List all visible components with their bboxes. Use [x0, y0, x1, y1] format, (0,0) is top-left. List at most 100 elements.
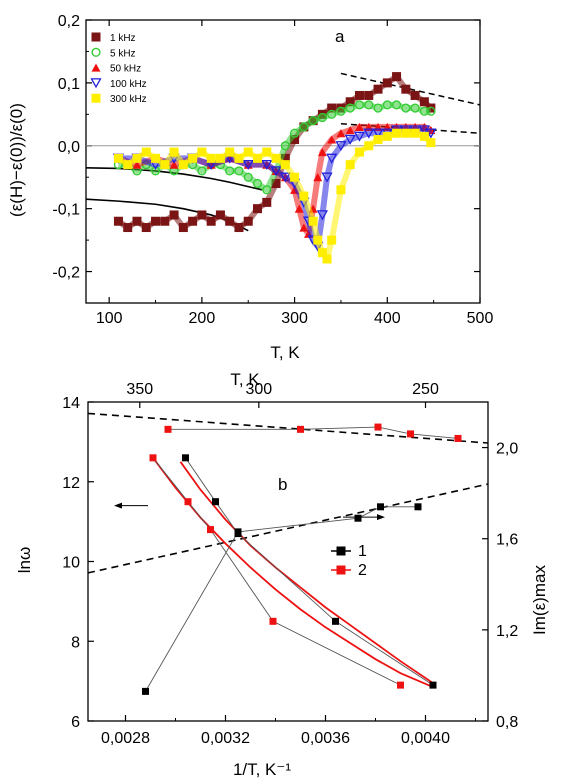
panel-a-data-point	[354, 100, 365, 110]
panel-a-data-point	[289, 128, 300, 138]
panel-a-plot-frame	[85, 19, 481, 304]
panel-a-data-point	[243, 147, 253, 157]
panel-a-legend-marker	[91, 63, 101, 72]
panel-a-data-point	[290, 134, 300, 144]
panel-b-series-2-point	[149, 454, 157, 462]
panel-a-data-point	[308, 116, 318, 126]
panel-b: b 1/T, K⁻¹ T, K lnω Im(ε)max 0,0028 0,003…	[15, 370, 549, 779]
panel-a-data-point	[262, 185, 272, 195]
panel-a-data-point	[327, 235, 337, 245]
panel-a-x-tick-label: 400	[374, 310, 401, 327]
panel-a-data-point	[345, 97, 355, 107]
panel-a-data-point	[290, 172, 300, 182]
panel-a-data-point	[308, 216, 318, 226]
panel-b-y-tick-label: 14	[62, 395, 80, 412]
panel-a-x-tick-label: 100	[96, 310, 123, 327]
panel-a-data-point	[123, 223, 133, 233]
panel-b-x-tick-label: 0,0028	[101, 730, 150, 747]
panel-a-data-point	[392, 72, 402, 82]
panel-a-data-point	[123, 160, 133, 170]
panel-a-data-point	[364, 100, 374, 110]
panel-a-legend-label: 5 kHz	[110, 48, 136, 59]
panel-b-series-1-connector	[185, 457, 434, 686]
panel-a-y-tick-label: 0,1	[58, 76, 80, 93]
panel-b-im-series-2-point	[374, 423, 382, 431]
panel-a-data-point	[401, 84, 411, 94]
panel-a-data-point	[299, 223, 309, 232]
panel-b-label: b	[278, 475, 287, 494]
panel-a-data-point	[401, 128, 411, 138]
panel-a-data-point	[252, 178, 263, 189]
panel-a-data-point	[253, 204, 263, 214]
panel-a-data-point	[345, 103, 355, 113]
panel-b-dashed-trend-line	[87, 483, 489, 574]
panel-a-series-band	[116, 73, 433, 231]
panel-b-fit-curve	[179, 461, 434, 684]
panel-b-y2-tick-label: 2,0	[496, 441, 518, 458]
panel-a-data-point	[242, 159, 254, 171]
panel-a-legend-label: 300 kHz	[110, 94, 147, 105]
panel-a-x-tick-label: 300	[281, 310, 308, 327]
panel-a-data-point	[410, 103, 420, 113]
panel-a-data-point	[188, 153, 198, 163]
panel-a-data-point	[373, 103, 383, 113]
panel-a-legend-label: 1 kHz	[110, 33, 136, 44]
panel-b-series-1-point	[429, 681, 437, 689]
panel-b-series-1-point	[182, 454, 189, 462]
panel-a-data-point	[197, 166, 207, 176]
panel-a-data-point	[151, 153, 161, 163]
panel-a-data-point	[410, 90, 420, 100]
panel-b-right-arrow-head	[377, 514, 385, 521]
panel-a-legend-label: 50 kHz	[110, 64, 141, 75]
panel-a-data-point	[178, 160, 188, 170]
panel-a-data-point	[373, 84, 383, 94]
panel-a-data-point	[280, 153, 290, 163]
panel-a-data-point	[234, 223, 244, 233]
panel-a-data-point	[410, 128, 420, 138]
panel-a-data-point	[419, 131, 429, 141]
panel-a-data-point	[160, 216, 170, 226]
panel-a-data-point	[419, 106, 429, 116]
panel-b-y-tick-label: 8	[71, 634, 80, 651]
panel-a-series-band	[118, 101, 431, 193]
panel-b-legend-marker	[336, 546, 346, 556]
panel-b-series-1-point	[212, 498, 219, 506]
panel-a-data-point	[188, 216, 198, 226]
panel-a-data-point	[344, 134, 356, 145]
panel-b-dashed-trend-line	[87, 412, 489, 444]
panel-b-x-axis-title: 1/T, K⁻¹	[233, 760, 291, 779]
panel-a-data-point	[322, 254, 332, 264]
panel-a-data-point	[215, 153, 225, 163]
panel-a-data-point	[321, 172, 333, 183]
panel-a-legend-label: 100 kHz	[110, 79, 147, 90]
panel-b-top-tick-label: 250	[412, 381, 439, 398]
panel-b-top-tick-label: 350	[126, 381, 153, 398]
panel-b-fit-curve	[152, 457, 434, 688]
panel-a-data-point	[336, 185, 346, 195]
panel-a-legend-marker	[91, 32, 101, 42]
panel-b-im-series-1-point	[354, 514, 362, 522]
panel-b-im-series-1-point	[377, 503, 384, 511]
panel-a-data-point	[234, 153, 244, 163]
panel-a-x-tick-label: 200	[189, 310, 216, 327]
panel-a-data-point	[113, 216, 123, 226]
panel-b-top-axis-title: T, K	[230, 370, 260, 389]
panel-a-data-point	[372, 128, 384, 139]
panel-b-im-series-1-point	[142, 687, 149, 695]
panel-a-data-point	[299, 122, 309, 132]
panel-a-data-point	[426, 106, 436, 116]
panel-b-series-2-point	[397, 681, 404, 689]
panel-b-legend-label: 2	[358, 562, 367, 579]
panel-a-data-point	[206, 153, 216, 163]
panel-a-data-point	[253, 153, 263, 163]
panel-a-y-tick-label: -0,2	[52, 265, 80, 282]
panel-b-plot-frame	[87, 401, 489, 722]
panel-a-data-point	[327, 103, 337, 113]
panel-a-data-point	[262, 147, 272, 157]
panel-a-legend-marker	[90, 78, 102, 89]
panel-a-y-tick-label: 0,2	[58, 13, 80, 30]
panel-b-x-tick-label: 0,0032	[201, 730, 250, 747]
panel-a-data-point	[326, 153, 338, 164]
panel-a-data-point	[262, 197, 272, 207]
panel-a-data-point	[327, 109, 337, 119]
